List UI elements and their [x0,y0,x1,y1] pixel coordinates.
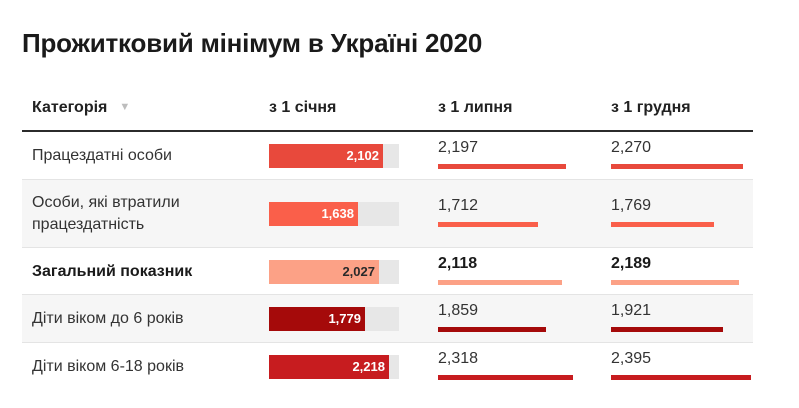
value-cell: 2,189 [611,248,761,295]
value-number: 1,712 [438,197,479,214]
bar [269,307,365,331]
value-cell: 2,318 [438,343,588,390]
value-cell: 2,118 [438,248,588,295]
value-bar [611,280,739,285]
category-label: Працездатні особи [32,147,172,164]
value-cell: 1,712 [438,180,588,248]
table-row: Діти віком 6-18 років 2,218 2,318 2,395 [22,343,753,390]
value-cell: 1,859 [438,295,588,343]
value-bar [438,327,546,332]
value-number: 2,189 [611,255,652,272]
value-number: 2,197 [438,139,479,156]
category-label: Діти віком до 6 років [32,310,184,327]
value-bar [438,375,573,380]
value-number: 1,859 [438,302,479,319]
bar-track: 1,638 [269,202,399,226]
table-row: Особи, які втратили працездатність 1,638 1… [22,180,753,248]
value-bar [438,280,562,285]
bar-value-label: 1,779 [328,311,361,326]
bar-track: 2,218 [269,355,399,379]
value-bar [438,222,538,227]
table-row: Працездатні особи 2,102 2,197 2,270 [22,132,753,180]
value-bar [611,222,714,227]
table-row: Діти віком до 6 років 1,779 1,859 1,921 [22,295,753,343]
category-label: Діти віком 6-18 років [32,358,184,375]
sort-down-icon[interactable]: ▼ [119,101,131,113]
bar [269,144,383,168]
table-body: Працездатні особи 2,102 2,197 2,270 Особи, я… [22,132,753,390]
bar [269,260,379,284]
bar-track: 1,779 [269,307,399,331]
category-label: Загальний показник [32,263,193,280]
bar-value-label: 2,218 [352,359,385,374]
value-bar [611,375,751,380]
bar-track: 2,102 [269,144,399,168]
bar-value-label: 2,027 [342,264,375,279]
bar-value-label: 2,102 [346,148,379,163]
value-number: 2,395 [611,350,652,367]
data-table: Категорія ▼ з 1 січня з 1 липня з 1 грудн… [22,86,753,390]
value-number: 1,769 [611,197,652,214]
bar-value-label: 1,638 [321,206,354,221]
column-header-label: Категорія [32,99,108,116]
column-header-category[interactable]: Категорія ▼ [32,99,130,117]
value-bar [611,327,723,332]
value-number: 1,921 [611,302,652,319]
value-cell: 1,769 [611,180,761,248]
column-header-jan[interactable]: з 1 січня [269,99,337,116]
category-label: Особи, які втратили працездатність [32,194,180,233]
value-number: 2,270 [611,139,652,156]
bar [269,202,358,226]
chart-title: Прожитковий мінімум в Україні 2020 [22,28,483,58]
value-number: 2,118 [438,255,478,272]
value-cell: 1,921 [611,295,761,343]
bar [269,355,389,379]
table-header: Категорія ▼ з 1 січня з 1 липня з 1 грудн… [22,86,753,132]
value-cell: 2,197 [438,132,588,180]
bar-track: 2,027 [269,260,399,284]
value-bar [438,164,566,169]
value-cell: 2,395 [611,343,761,390]
column-header-dec[interactable]: з 1 грудня [611,99,691,116]
column-header-jul[interactable]: з 1 липня [438,99,513,116]
value-number: 2,318 [438,350,479,367]
value-bar [611,164,743,169]
table-row: Загальний показник 2,027 2,118 2,189 [22,248,753,295]
value-cell: 2,270 [611,132,761,180]
